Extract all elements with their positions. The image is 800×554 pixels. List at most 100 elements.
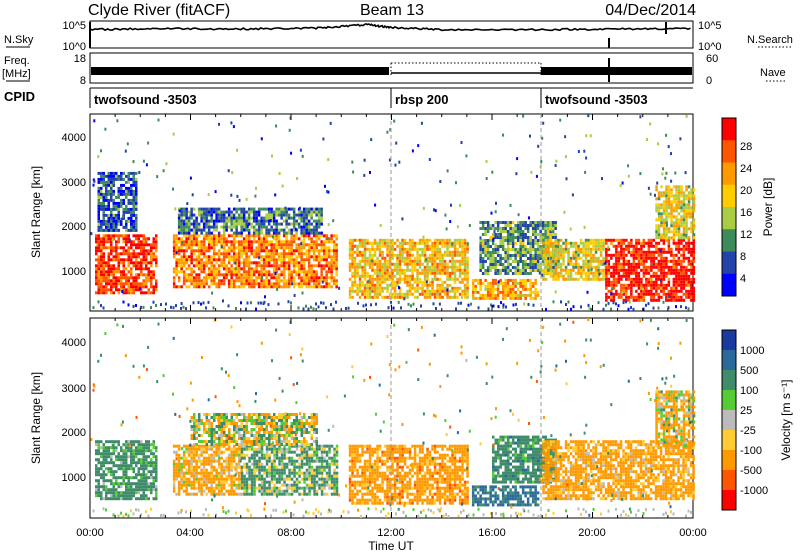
power-echo-cell [195,264,198,268]
power-echo-cell [506,278,510,282]
power-echo-cell [489,236,492,239]
power-echo-cell [490,303,492,307]
power-echo-cell [544,268,548,272]
power-echo-cell [215,213,218,217]
power-echo-cell [645,280,648,284]
power-echo-cell [640,268,643,272]
power-echo-cell [262,240,266,244]
power-echo-cell [302,219,306,223]
power-echo-cell [282,240,286,244]
power-echo-cell [615,280,618,284]
power-echo-cell [232,234,236,238]
power-echo-cell [307,225,311,229]
power-echo-cell [605,253,608,257]
power-echo-cell [466,286,469,290]
power-echo-cell [655,197,658,201]
power-echo-cell [635,295,638,299]
power-echo-cell [190,267,193,271]
power-echo-cell [320,267,323,271]
power-echo-cell [212,207,216,211]
power-echo-cell [97,180,100,184]
power-echo-cell [369,171,371,174]
power-echo-cell [393,119,396,123]
power-echo-cell [363,283,367,287]
power-echo-cell [117,174,120,178]
power-echo-cell [240,231,243,235]
power-echo-cell [504,230,507,233]
power-echo-cell [463,292,467,296]
power-echo-cell [222,234,226,238]
power-echo-cell [396,259,399,263]
power-echo-cell [534,233,537,236]
power-echo-cell [107,267,110,271]
power-echo-cell [690,209,693,213]
power-echo-cell [670,271,673,275]
power-echo-cell [499,245,502,248]
power-echo-cell [302,279,306,283]
velocity-echo-cell [102,455,105,459]
power-echo-cell [267,261,271,265]
power-echo-cell [127,201,130,205]
power-echo-cell [312,255,316,259]
power-echo-cell [607,280,611,284]
power-echo-cell [245,279,248,283]
power-echo-cell [529,272,532,275]
power-echo-cell [465,154,468,158]
power-echo-cell [637,256,641,260]
power-echo-cell [635,277,638,281]
power-echo-cell [433,265,437,269]
power-echo-cell [381,238,384,242]
power-echo-cell [320,234,323,238]
power-echo-cell [499,236,502,239]
power-echo-cell [647,277,651,281]
power-echo-cell [250,240,253,244]
power-echo-cell [320,231,323,235]
power-echo-cell [197,228,201,232]
power-echo-cell [446,247,449,251]
power-echo-cell [579,271,583,275]
power-echo-cell [324,184,326,188]
power-echo-cell [307,273,311,277]
power-echo-cell [335,252,338,256]
power-cbar-cell [722,229,736,252]
power-echo-cell [587,244,590,248]
power-echo-cell [413,277,417,281]
power-echo-cell [127,237,130,241]
power-echo-cell [506,257,510,260]
power-echo-cell [637,241,641,245]
power-echo-cell [120,279,123,283]
power-echo-cell [292,252,296,256]
power-echo-cell [640,262,643,266]
power-echo-cell [125,234,128,238]
power-echo-cell [506,260,510,263]
power-echo-cell [687,209,691,213]
power-echo-cell [494,210,497,214]
power-echo-cell [297,267,301,271]
power-echo-cell [582,244,585,248]
power-echo-cell [378,271,382,275]
velocity-echo-cell [107,467,110,471]
velocity-echo-cell [102,449,105,453]
power-echo-cell [172,306,175,310]
power-echo-cell [605,274,608,278]
power-echo-cell [655,206,658,210]
power-echo-cell [185,228,188,232]
power-echo-cell [212,279,216,283]
power-echo-cell [207,219,211,223]
power-echo-cell [650,244,653,248]
power-echo-cell [411,286,414,290]
power-echo-cell [504,278,507,282]
power-echo-cell [272,255,276,259]
power-echo-cell [202,301,205,305]
power-echo-cell [622,289,626,293]
power-echo-cell [381,295,384,299]
power-echo-cell [373,253,377,257]
power-echo-cell [237,264,241,268]
power-echo-cell [602,238,605,242]
power-echo-cell [620,292,623,296]
power-echo-cell [521,224,525,227]
power-echo-cell [361,244,364,248]
power-echo-cell [670,236,673,240]
power-echo-cell [182,243,186,247]
power-echo-cell [97,279,100,283]
